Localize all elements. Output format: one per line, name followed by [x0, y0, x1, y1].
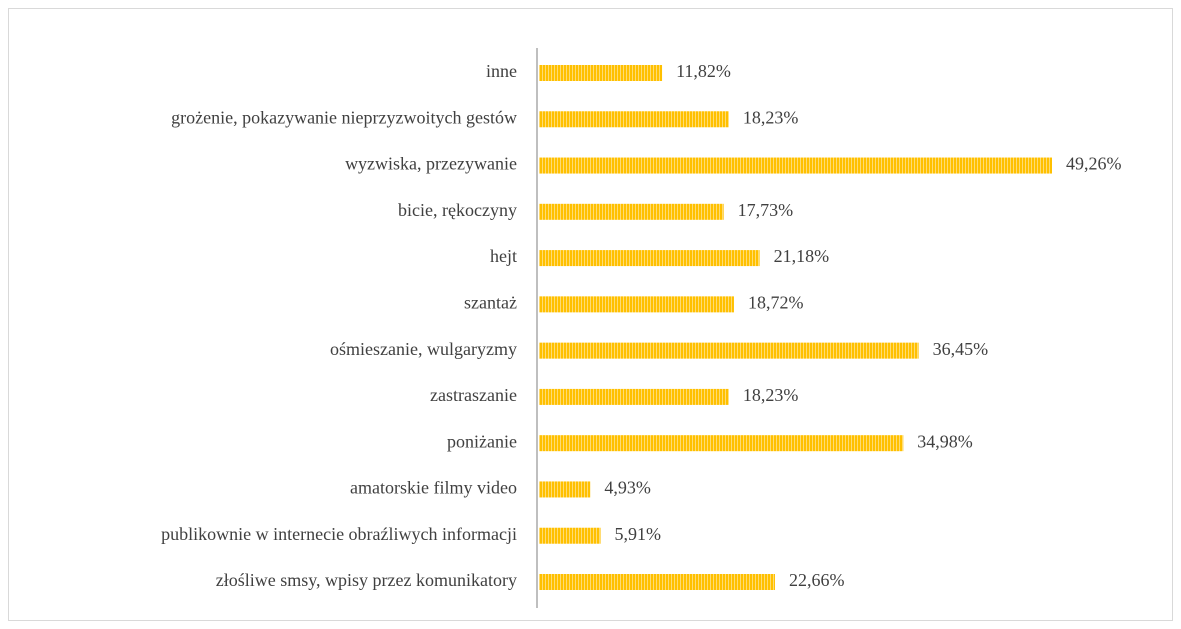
value-label: 18,23%	[743, 107, 799, 127]
value-label: 36,45%	[933, 339, 989, 359]
category-label: hejt	[490, 246, 517, 266]
value-label: 49,26%	[1066, 154, 1122, 174]
bar	[539, 296, 734, 313]
bar	[539, 527, 601, 544]
category-label: grożenie, pokazywanie nieprzyzwoitych ge…	[171, 107, 517, 127]
value-label: 5,91%	[615, 524, 662, 544]
category-label: wyzwiska, przezywanie	[345, 154, 517, 174]
value-label: 21,18%	[774, 246, 830, 266]
value-label: 11,82%	[676, 61, 731, 81]
bar	[539, 203, 724, 220]
bar	[539, 250, 760, 267]
bar	[539, 342, 919, 359]
bar	[539, 157, 1052, 174]
category-label: publikownie w internecie obraźliwych inf…	[161, 524, 517, 544]
value-label: 34,98%	[917, 431, 973, 451]
bar	[539, 65, 663, 81]
value-label: 4,93%	[604, 478, 651, 498]
category-label: inne	[486, 61, 517, 81]
category-label: złośliwe smsy, wpisy przez komunikatory	[216, 570, 517, 590]
category-label: szantaż	[464, 292, 517, 312]
bar	[539, 481, 591, 498]
bar	[539, 388, 729, 405]
category-label: poniżanie	[447, 431, 517, 451]
bar	[539, 435, 904, 452]
value-label: 22,66%	[789, 570, 845, 590]
value-label: 18,72%	[748, 292, 804, 312]
value-label: 18,23%	[743, 385, 799, 405]
value-label: 17,73%	[738, 200, 794, 220]
category-label: amatorskie filmy video	[350, 478, 517, 498]
category-label: zastraszanie	[430, 385, 517, 405]
bar	[539, 574, 775, 590]
category-label: bicie, rękoczyny	[398, 200, 517, 220]
bar	[539, 111, 729, 128]
category-label: ośmieszanie, wulgaryzmy	[330, 339, 517, 359]
chart-frame	[8, 8, 1173, 621]
